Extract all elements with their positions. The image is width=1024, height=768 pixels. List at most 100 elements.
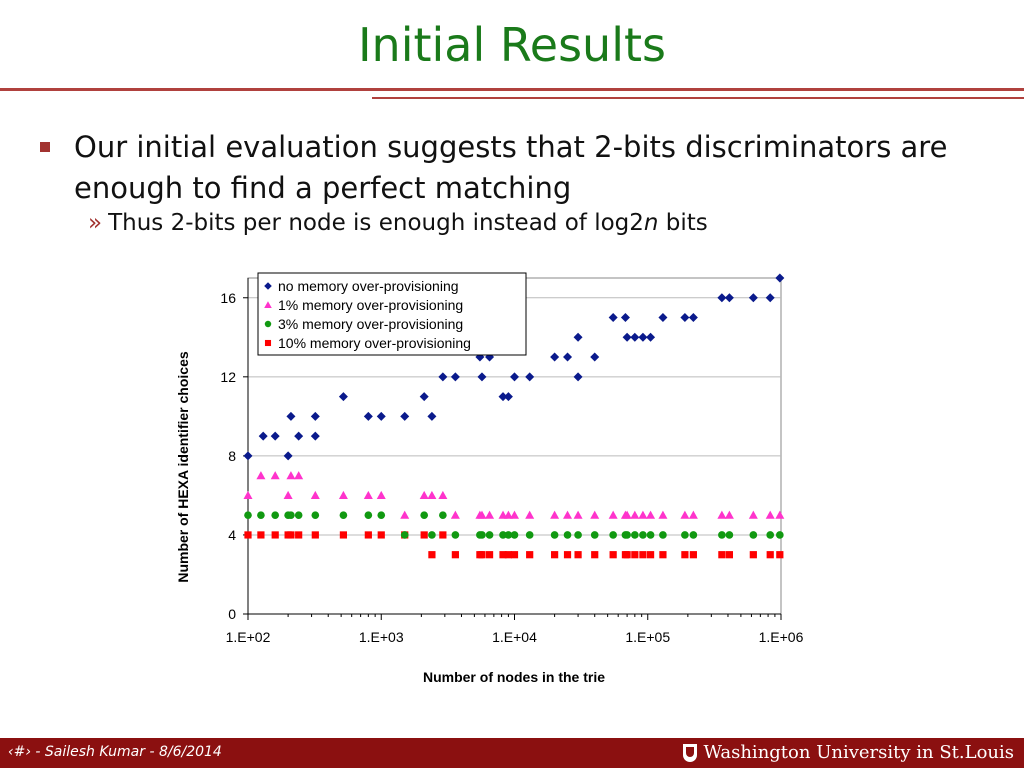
data-point-triangle — [748, 510, 758, 519]
scatter-chart: 0 4 8 12 16 1.E+02 1.E+03 1.E+04 1.E+05 1.E+06 no… — [175, 272, 804, 685]
data-point-circle — [766, 531, 775, 539]
x-tick-label: 1.E+05 — [625, 629, 670, 645]
data-point-circle — [339, 511, 348, 520]
data-point-square — [377, 531, 385, 539]
data-point-circle — [776, 531, 784, 539]
data-point-diamond — [724, 293, 734, 303]
data-point-diamond — [658, 313, 668, 323]
data-point-diamond — [525, 372, 535, 382]
data-point-square — [478, 551, 486, 559]
data-point-diamond — [748, 293, 758, 303]
data-point-diamond — [477, 372, 487, 382]
data-point-diamond — [550, 352, 560, 362]
y-axis-label: Number of HEXA identifier choices — [175, 351, 191, 583]
data-point-diamond — [717, 293, 727, 303]
footer-bar: ‹#› - Sailesh Kumar - 8/6/2014 Washingto… — [0, 738, 1024, 768]
footer-credit: ‹#› - Sailesh Kumar - 8/6/2014 — [8, 744, 222, 760]
slide-title: Initial Results — [357, 18, 666, 72]
data-point-diamond — [286, 411, 296, 421]
data-point-circle — [271, 511, 280, 520]
data-point-square — [749, 551, 757, 559]
data-point-diamond — [622, 332, 632, 342]
legend-marker-circle — [264, 320, 272, 328]
data-point-square — [499, 551, 507, 559]
x-tick-label: 1.E+04 — [492, 629, 537, 645]
data-point-diamond — [775, 273, 785, 283]
data-point-diamond — [376, 411, 386, 421]
data-point-triangle — [680, 510, 690, 519]
data-point-square — [563, 551, 572, 559]
data-point-triangle — [400, 510, 410, 519]
data-point-diamond — [258, 431, 268, 441]
data-point-triangle — [427, 490, 437, 500]
data-point-diamond — [573, 332, 583, 342]
data-point-triangle — [646, 510, 656, 519]
data-point-triangle — [294, 471, 304, 480]
data-point-circle — [478, 531, 486, 539]
data-point-circle — [725, 531, 734, 539]
data-point-triangle — [688, 510, 698, 519]
data-point-triangle — [622, 510, 632, 519]
data-point-diamond — [498, 392, 508, 402]
data-point-diamond — [283, 451, 293, 461]
data-point-circle — [244, 511, 252, 520]
y-tick-label: 12 — [220, 369, 236, 385]
x-tick-label: 1.E+06 — [759, 629, 804, 645]
data-point-circle — [287, 511, 295, 520]
data-point-circle — [749, 531, 758, 539]
shield-icon — [683, 743, 698, 762]
sub-bullet-italic: n — [643, 210, 659, 236]
data-point-diamond — [638, 332, 648, 342]
data-point-circle — [294, 511, 303, 520]
data-point-circle — [563, 531, 572, 539]
data-point-diamond — [563, 352, 573, 362]
data-point-square — [681, 551, 689, 559]
data-point-triangle — [525, 510, 535, 519]
data-point-square — [339, 531, 348, 539]
data-point-triangle — [419, 490, 429, 500]
data-point-triangle — [256, 471, 266, 480]
data-point-square — [485, 551, 494, 559]
data-point-square — [257, 531, 265, 539]
data-point-circle — [504, 531, 513, 539]
data-point-circle — [639, 531, 647, 539]
data-point-triangle — [243, 490, 253, 500]
data-point-diamond — [620, 313, 630, 323]
y-tick-label: 4 — [228, 527, 236, 543]
data-point-circle — [451, 531, 460, 539]
square-bullet-icon — [40, 142, 50, 152]
data-point-triangle — [608, 510, 618, 519]
data-point-triangle — [563, 510, 573, 519]
data-point-diamond — [270, 431, 280, 441]
data-point-circle — [525, 531, 534, 539]
data-point-square — [646, 551, 655, 559]
data-point-square — [439, 531, 447, 539]
x-axis-label: Number of nodes in the trie — [423, 669, 605, 685]
data-point-square — [420, 531, 428, 539]
data-point-triangle — [338, 490, 348, 500]
legend-marker-triangle — [264, 301, 272, 309]
legend-box — [257, 272, 527, 356]
data-point-square — [725, 551, 734, 559]
legend-marker-diamond — [264, 282, 272, 290]
data-point-diamond — [363, 411, 373, 421]
legend-marker-square — [264, 339, 272, 347]
data-point-circle — [631, 531, 639, 539]
legend-label: 10% memory over-provisioning — [278, 335, 471, 351]
data-point-square — [689, 551, 697, 559]
legend-label: 3% memory over-provisioning — [278, 316, 463, 332]
sub-bullet-text: Thus 2-bits per node is enough instead o… — [108, 210, 644, 236]
data-point-circle — [718, 531, 726, 539]
data-point-diamond — [243, 451, 253, 461]
university-logo: Washington University in St.Louis — [683, 742, 1014, 763]
data-point-circle — [364, 511, 373, 520]
data-point-triangle — [717, 510, 727, 519]
data-point-diamond — [427, 411, 437, 421]
data-point-square — [766, 551, 774, 559]
data-point-circle — [439, 511, 447, 520]
data-point-triangle — [363, 490, 373, 500]
data-point-triangle — [450, 510, 460, 519]
data-point-square — [287, 531, 295, 539]
data-point-diamond — [450, 372, 460, 382]
title-rule-bottom — [372, 97, 1024, 99]
